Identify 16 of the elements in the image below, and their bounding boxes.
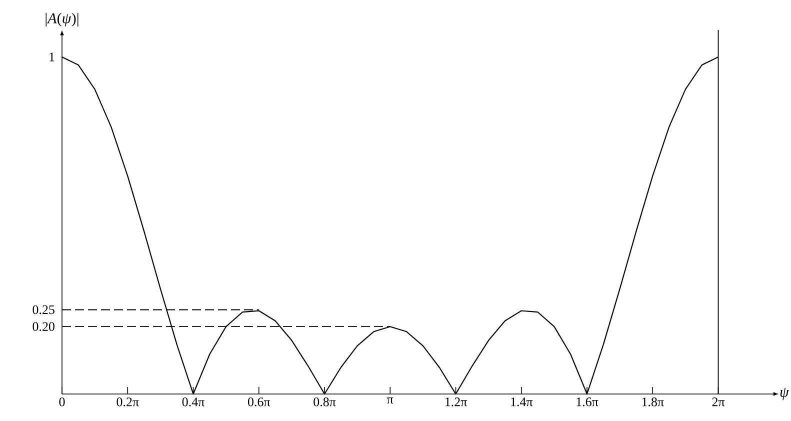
- x-axis-title: ψ: [780, 388, 790, 400]
- x-tick-label: 1.8π: [642, 398, 664, 406]
- x-tick-label: 1.6π: [576, 398, 598, 406]
- x-tick-label: 0.4π: [182, 398, 204, 406]
- x-tick-label: 0.2π: [116, 398, 139, 406]
- x-tick-label: 0.8π: [314, 398, 336, 406]
- y-axis-title: |A(ψ)|: [46, 12, 78, 26]
- x-tick-label: 1.4π: [511, 398, 533, 406]
- x-tick-label: 0.6π: [248, 398, 270, 406]
- x-tick-label: 0: [59, 398, 65, 406]
- x-tick-label: π: [387, 398, 394, 404]
- x-tick-label: 1.2π: [445, 398, 467, 406]
- y-tick-label: 1: [50, 52, 54, 62]
- x-tick-label: 2π: [712, 398, 725, 406]
- y-tick-label: 0.25: [32, 305, 54, 314]
- y-tick-label: 0.20: [32, 322, 54, 332]
